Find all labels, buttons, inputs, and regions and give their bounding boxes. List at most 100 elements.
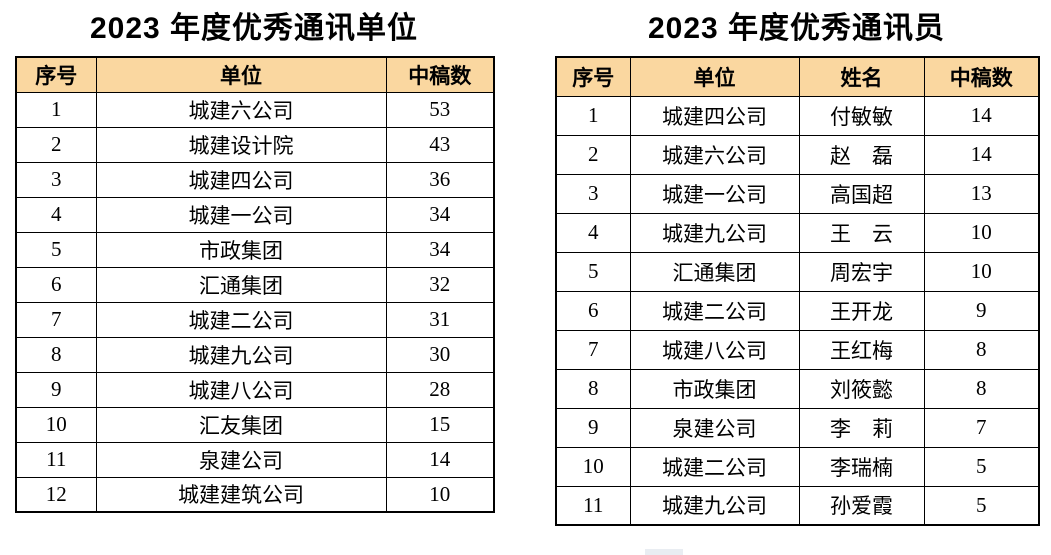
right_table-row: 11 城建九公司 孙爱霞 5: [555, 485, 1040, 526]
right_table-row: 10 城建二公司 李瑞楠 5: [555, 446, 1040, 487]
right_table-cell: 1: [555, 95, 631, 136]
left_table-cell: 3: [15, 161, 97, 198]
left_table-cell: 30: [385, 336, 495, 373]
left_table-cell: 城建四公司: [95, 161, 387, 198]
right_table-cell: 4: [555, 212, 631, 253]
right_table-cell: 泉建公司: [629, 407, 800, 448]
right_table-header-cell: 序号: [555, 56, 631, 97]
right_table-cell: 城建四公司: [629, 95, 800, 136]
right_table-cell: 城建一公司: [629, 173, 800, 214]
outstanding-units-section: 2023 年度优秀通讯单位 序号 单位 中稿数 1 城建六公司 53 2 城建设计院 43 3 城建…: [15, 0, 495, 513]
left_table-cell: 31: [385, 301, 495, 338]
right_table-cell: 王开龙: [798, 290, 925, 331]
outstanding-units-table: 序号 单位 中稿数 1 城建六公司 53 2 城建设计院 43 3 城建四公司 36 4 城建一公司 34 5…: [15, 56, 495, 513]
left_table-cell: 15: [385, 406, 495, 443]
left_table-cell: 14: [385, 441, 495, 478]
right_table-cell: 王 云: [798, 212, 925, 253]
right_table-cell: 周宏宇: [798, 251, 925, 292]
left_table-header-cell: 单位: [95, 56, 387, 93]
left_table-cell: 城建八公司: [95, 371, 387, 408]
right_table-cell: 8: [555, 368, 631, 409]
outstanding-correspondents-table: 序号 单位 姓名 中稿数 1 城建四公司 付敏敏 14 2 城建六公司赵 磊 14 3 城建一公司 高国超…: [555, 56, 1040, 526]
left_table-cell: 汇友集团: [95, 406, 387, 443]
right_table-row: 1 城建四公司 付敏敏 14: [555, 95, 1040, 136]
right_table-cell: 9: [923, 290, 1040, 331]
left_table-cell: 28: [385, 371, 495, 408]
right_table-cell: 付敏敏: [798, 95, 925, 136]
left_table-row: 1 城建六公司 53: [15, 91, 495, 128]
left_table-cell: 8: [15, 336, 97, 373]
left_table-cell: 7: [15, 301, 97, 338]
right_table-cell: 14: [923, 95, 1040, 136]
right_table-cell: 汇通集团: [629, 251, 800, 292]
right_table-cell: 10: [923, 251, 1040, 292]
left_table-row: 7 城建二公司 31: [15, 301, 495, 338]
left_table-cell: 43: [385, 126, 495, 163]
left_table-cell: 5: [15, 231, 97, 268]
right_table-cell: 城建六公司: [629, 134, 800, 175]
right_table-cell: 8: [923, 329, 1040, 370]
left_table-cell: 城建六公司: [95, 91, 387, 128]
right_table-cell: 赵 磊: [798, 134, 925, 175]
left_table-row: 3 城建四公司 36: [15, 161, 495, 198]
left_table-row: 10 汇友集团 15: [15, 406, 495, 443]
right_table-cell: 王红梅: [798, 329, 925, 370]
left_table-cell: 城建设计院: [95, 126, 387, 163]
outstanding-units-title: 2023 年度优秀通讯单位: [89, 12, 419, 45]
left_table-cell: 10: [15, 406, 97, 443]
right_table-cell: 5: [555, 251, 631, 292]
right_table-cell: 5: [923, 446, 1040, 487]
left_table-cell: 城建九公司: [95, 336, 387, 373]
outstanding-correspondents-section: 2023 年度优秀通讯员 序号 单位 姓名 中稿数 1 城建四公司 付敏敏 14 2 城建六公司赵…: [555, 0, 1040, 526]
right_table-cell: 7: [923, 407, 1040, 448]
left_table-row: 5 市政集团 34: [15, 231, 495, 268]
right_table-row: 5 汇通集团 周宏宇 10: [555, 251, 1040, 292]
right_table-header-cell: 姓名: [798, 56, 925, 97]
right_table-cell: 10: [923, 212, 1040, 253]
left_table-cell: 城建建筑公司: [95, 476, 387, 513]
right_table-header-cell: 中稿数: [923, 56, 1040, 97]
right_table-cell: 市政集团: [629, 368, 800, 409]
left_table-cell: 汇通集团: [95, 266, 387, 303]
left_table-cell: 10: [385, 476, 495, 513]
right_table-cell: 孙爱霞: [798, 485, 925, 526]
left_table-row: 9 城建八公司 28: [15, 371, 495, 408]
right_table-row: 3 城建一公司 高国超 13: [555, 173, 1040, 214]
left_table-cell: 1: [15, 91, 97, 128]
right_table-header-cell: 单位: [629, 56, 800, 97]
left_table-cell: 11: [15, 441, 97, 478]
right_table-cell: 11: [555, 485, 631, 526]
right_table-header-row: 序号 单位 姓名 中稿数: [555, 56, 1040, 97]
right_table-cell: 5: [923, 485, 1040, 526]
left_table-row: 8 城建九公司 30: [15, 336, 495, 373]
right_table-cell: 城建九公司: [629, 485, 800, 526]
right_table-cell: 李 莉: [798, 407, 925, 448]
left_table-row: 4 城建一公司 34: [15, 196, 495, 233]
right_table-cell: 14: [923, 134, 1040, 175]
left_table-row: 12 城建建筑公司 10: [15, 476, 495, 513]
right_table-cell: 李瑞楠: [798, 446, 925, 487]
left_table-cell: 36: [385, 161, 495, 198]
left_table-cell: 6: [15, 266, 97, 303]
right_table-cell: 高国超: [798, 173, 925, 214]
right_table-row: 7 城建八公司 王红梅 8: [555, 329, 1040, 370]
left_table-cell: 泉建公司: [95, 441, 387, 478]
left_table-cell: 9: [15, 371, 97, 408]
right_table-cell: 7: [555, 329, 631, 370]
left_table-row: 11 泉建公司 14: [15, 441, 495, 478]
left_table-cell: 12: [15, 476, 97, 513]
right_table-cell: 城建九公司: [629, 212, 800, 253]
left_table-cell: 城建二公司: [95, 301, 387, 338]
left_table-row: 2 城建设计院 43: [15, 126, 495, 163]
left_table-cell: 4: [15, 196, 97, 233]
right_table-row: 6 城建二公司 王开龙 9: [555, 290, 1040, 331]
left_table-header-row: 序号 单位 中稿数: [15, 56, 495, 93]
right_table-cell: 城建二公司: [629, 290, 800, 331]
right_table-cell: 刘筱懿: [798, 368, 925, 409]
left_table-header-cell: 中稿数: [385, 56, 495, 93]
right_table-row: 4 城建九公司王 云 10: [555, 212, 1040, 253]
left_table-cell: 53: [385, 91, 495, 128]
left_table-cell: 34: [385, 196, 495, 233]
